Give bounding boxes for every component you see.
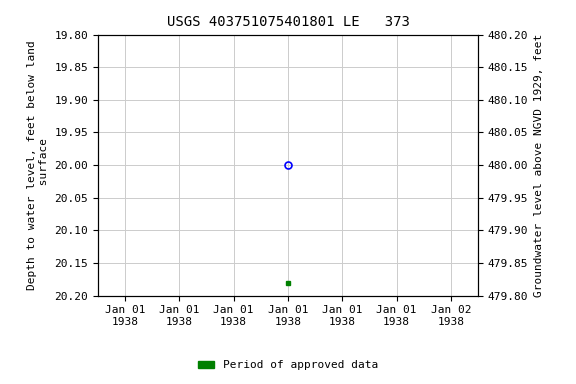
Y-axis label: Groundwater level above NGVD 1929, feet: Groundwater level above NGVD 1929, feet [534, 33, 544, 297]
Legend: Period of approved data: Period of approved data [193, 356, 383, 375]
Y-axis label: Depth to water level, feet below land
 surface: Depth to water level, feet below land su… [27, 40, 49, 290]
Title: USGS 403751075401801 LE   373: USGS 403751075401801 LE 373 [166, 15, 410, 29]
